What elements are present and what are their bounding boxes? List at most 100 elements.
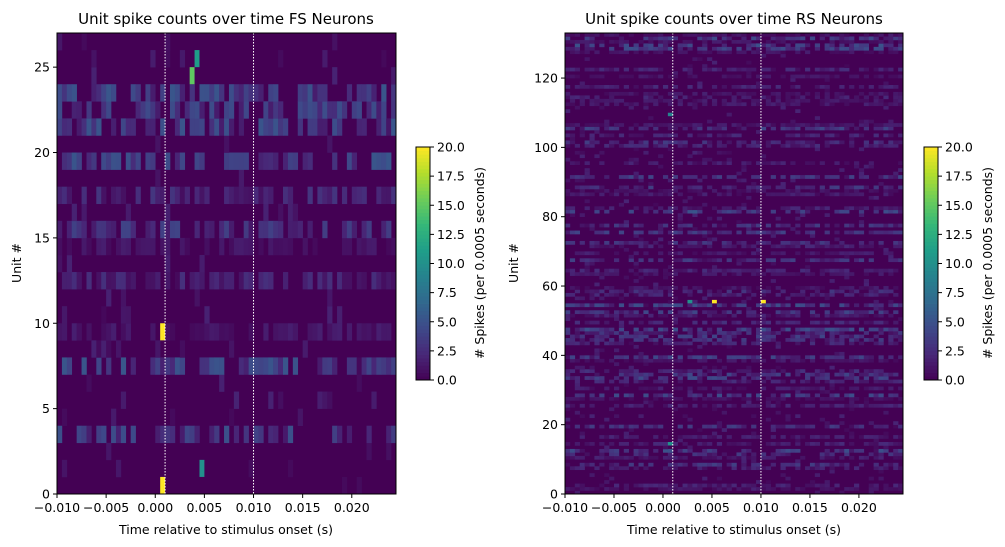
heatmap-cell (687, 303, 693, 308)
heatmap-cell (765, 369, 772, 373)
heatmap-cell (682, 483, 688, 488)
heatmap-cell (868, 435, 874, 439)
heatmap-cell (658, 310, 664, 315)
heatmap-cell (618, 202, 625, 207)
heatmap-cell (283, 425, 289, 444)
colorbar-segment (924, 259, 938, 264)
heatmap-cell (707, 230, 713, 235)
heatmap-cell (628, 424, 634, 429)
heatmap-cell (741, 303, 747, 308)
heatmap-cell (829, 289, 835, 294)
heatmap-cell (756, 46, 762, 51)
heatmap-cell (849, 39, 855, 44)
heatmap-cell (878, 67, 884, 72)
heatmap-cell (795, 424, 801, 429)
heatmap-cell (736, 230, 742, 235)
heatmap-cell (623, 379, 629, 384)
heatmap-cell (770, 102, 776, 107)
heatmap-cell (726, 67, 732, 72)
heatmap-cell (599, 424, 605, 429)
heatmap-cell (667, 299, 674, 304)
heatmap-cell (888, 123, 894, 127)
heatmap-cell (677, 358, 683, 363)
heatmap-cell (633, 327, 639, 332)
heatmap-cell (697, 57, 703, 62)
heatmap-cell (756, 258, 762, 263)
heatmap-cell (834, 396, 840, 401)
heatmap-cell (716, 258, 723, 263)
heatmap-cell (751, 452, 757, 457)
heatmap-cell (209, 220, 215, 239)
heatmap-cell (589, 123, 595, 127)
heatmap-cell (658, 39, 664, 44)
heatmap-cell (878, 455, 884, 460)
heatmap-cell (648, 424, 654, 429)
y-tick-label: 40 (542, 348, 558, 363)
heatmap-cell (775, 379, 781, 384)
heatmap-cell (893, 455, 899, 460)
heatmap-cell (834, 372, 840, 377)
heatmap-cell (618, 334, 625, 339)
heatmap-cell (736, 386, 742, 391)
heatmap-cell (795, 438, 801, 443)
heatmap-cell (721, 268, 727, 273)
heatmap-cell (809, 244, 816, 249)
heatmap-cell (824, 223, 830, 228)
heatmap-cell (702, 234, 708, 238)
heatmap-cell (756, 327, 762, 332)
heatmap-cell (731, 251, 737, 256)
heatmap-cell (863, 175, 870, 179)
heatmap-cell (609, 331, 615, 335)
heatmap-cell (638, 358, 644, 363)
heatmap-cell (662, 223, 669, 228)
heatmap-cell (849, 230, 855, 235)
heatmap-cell (613, 348, 620, 353)
heatmap-cell (258, 272, 264, 290)
heatmap-cell (883, 206, 889, 211)
heatmap-cell (658, 251, 664, 256)
heatmap-cell (711, 223, 718, 228)
colorbar-segment (416, 208, 430, 213)
heatmap-cell (888, 206, 894, 211)
heatmap-cell (565, 487, 571, 491)
heatmap-cell (662, 358, 669, 363)
heatmap-highlight-cell (160, 323, 166, 341)
heatmap-cell (819, 386, 825, 391)
heatmap-cell (878, 46, 884, 51)
heatmap-cell (765, 50, 772, 55)
heatmap-cell (658, 327, 664, 332)
heatmap-cell (795, 109, 801, 114)
heatmap-cell (844, 126, 850, 131)
heatmap-cell (824, 448, 830, 453)
heatmap-cell (819, 376, 825, 380)
heatmap-cell (209, 101, 215, 119)
heatmap-cell (726, 206, 732, 211)
heatmap-cell (756, 466, 762, 471)
heatmap-cell (873, 185, 879, 190)
heatmap-cell (741, 206, 747, 211)
heatmap-cell (179, 425, 186, 444)
heatmap-cell (287, 237, 294, 256)
heatmap-cell (633, 147, 639, 152)
heatmap-cell (376, 272, 382, 290)
heatmap-area (57, 33, 397, 495)
heatmap-cell (765, 417, 772, 422)
heatmap-cell (746, 313, 752, 318)
heatmap-cell (756, 223, 762, 228)
heatmap-cell (391, 118, 397, 136)
heatmap-cell (692, 230, 698, 235)
heatmap-cell (711, 46, 718, 51)
heatmap-cell (863, 338, 870, 342)
heatmap-cell (829, 175, 835, 179)
heatmap-cell (604, 313, 610, 318)
heatmap-cell (858, 435, 865, 439)
heatmap-cell (863, 403, 870, 408)
heatmap-cell (731, 483, 737, 488)
heatmap-cell (648, 84, 654, 89)
heatmap-cell (579, 39, 585, 44)
heatmap-cell (604, 286, 610, 290)
heatmap-cell (770, 43, 776, 48)
heatmap-cell (883, 81, 889, 86)
heatmap-cell (653, 303, 659, 308)
heatmap-cell (292, 323, 299, 341)
